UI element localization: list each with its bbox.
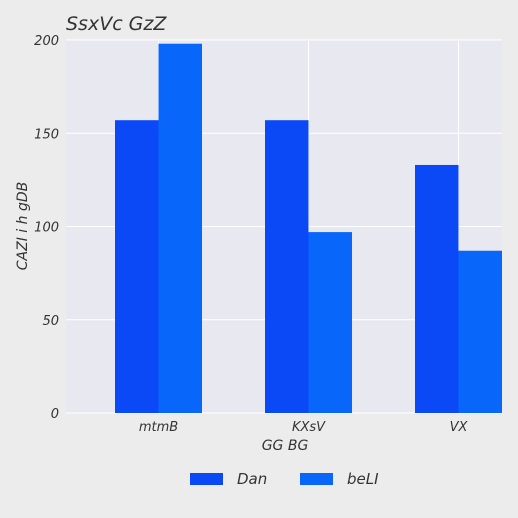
legend-label: beLI	[347, 470, 379, 488]
chart-title: SsxVc GzZ	[66, 13, 167, 35]
y-ticks: 0 50 100 150 200	[34, 34, 59, 422]
bar-Dan-VX	[415, 164, 459, 413]
legend-label: Dan	[237, 470, 267, 488]
legend-swatch	[190, 473, 223, 485]
y-tick-label: 200	[34, 34, 59, 49]
bar-beLI-VX	[458, 250, 502, 413]
x-ticks: mtmB KXsV VX	[139, 420, 469, 435]
x-tick-label: mtmB	[139, 420, 178, 435]
legend-swatch	[300, 473, 333, 485]
legend: Dan beLI	[190, 470, 379, 488]
y-tick-label: 100	[34, 221, 59, 236]
bar-beLI-mtmB	[158, 43, 202, 413]
y-tick-label: 0	[51, 407, 59, 422]
y-tick-label: 50	[42, 314, 59, 329]
bar-Dan-mtmB	[115, 120, 159, 413]
x-tick-label: KXsV	[292, 420, 326, 435]
x-tick-label: VX	[450, 420, 469, 435]
y-axis-label: CAZI i h gDB	[15, 182, 31, 270]
bars	[115, 43, 502, 413]
y-tick-label: 150	[34, 127, 59, 142]
bar-Dan-KXsV	[265, 120, 309, 413]
x-axis-label: GG BG	[262, 438, 309, 454]
bar-beLI-KXsV	[308, 232, 352, 413]
